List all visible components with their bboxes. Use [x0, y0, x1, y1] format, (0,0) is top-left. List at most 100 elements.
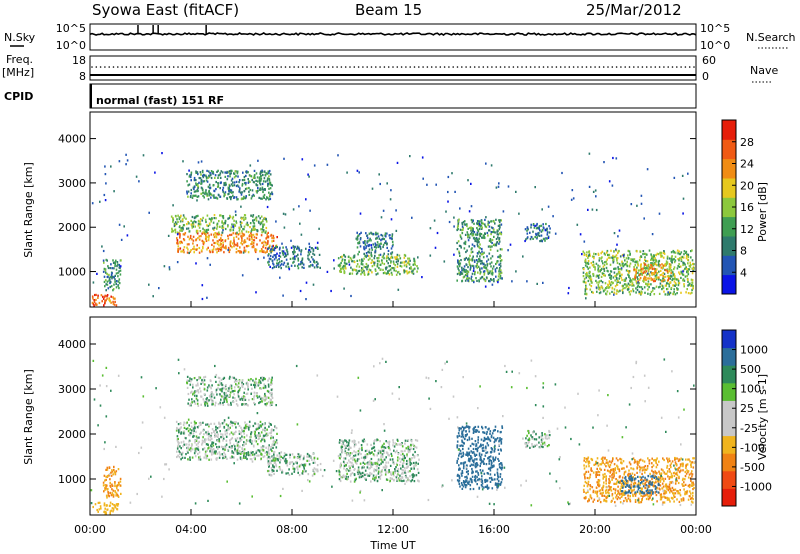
heatmap-cell-1 [109, 478, 111, 481]
heatmap-scatter [576, 223, 579, 226]
heatmap-cell-6 [360, 263, 363, 266]
heatmap-cell-10 [587, 267, 589, 270]
heatmap-cell-2 [236, 444, 239, 447]
heatmap-cell-10 [628, 270, 631, 273]
heatmap-cell-10 [690, 278, 693, 281]
heatmap-cell-8 [488, 225, 491, 228]
heatmap-cell-3 [209, 218, 212, 221]
heatmap-cell-2 [271, 250, 273, 253]
heatmap-cell-3 [216, 393, 218, 396]
heatmap-cell-5 [292, 252, 295, 256]
heatmap-cell-11 [646, 264, 649, 267]
heatmap-cell-10 [608, 273, 611, 276]
heatmap-cell-10 [589, 275, 592, 279]
heatmap-cell-2 [199, 423, 202, 426]
heatmap-cell-10 [588, 254, 590, 258]
heatmap-cell-5 [293, 250, 296, 253]
heatmap-cell-2 [222, 435, 224, 438]
heatmap-cell-10 [588, 253, 590, 256]
nsearch-tick-top: 10^5 [700, 22, 730, 35]
heatmap-cell-10 [602, 265, 605, 268]
heatmap-cell-5 [297, 267, 300, 270]
heatmap-cell-2 [205, 234, 207, 237]
heatmap-cell-8 [484, 279, 487, 283]
heatmap-cell-5 [356, 458, 359, 461]
nave-point [207, 66, 209, 68]
heatmap-cell-4 [249, 180, 251, 183]
heatmap-cell-2 [234, 423, 236, 426]
heatmap-cell-7 [367, 244, 369, 247]
heatmap-cell-10 [606, 262, 608, 266]
heatmap-cell-9 [530, 235, 533, 239]
heatmap-cell-2 [254, 433, 256, 436]
heatmap-cell-2 [245, 452, 248, 455]
heatmap-cell-9 [541, 240, 543, 243]
heatmap-cell-6 [399, 257, 402, 260]
heatmap-cell-2 [179, 233, 181, 236]
heatmap-cell-2 [192, 239, 195, 242]
heatmap-cell-4 [232, 181, 234, 184]
nave-point [95, 66, 98, 68]
heatmap-cell-3 [222, 401, 224, 405]
heatmap-cell-3 [224, 387, 227, 390]
heatmap-cell-3 [271, 382, 273, 385]
heatmap-cell-11 [662, 275, 664, 278]
heatmap-cell-11 [664, 263, 666, 266]
heatmap-cell-5 [392, 444, 394, 447]
heatmap-cell-8 [477, 241, 479, 244]
heatmap-cell-8 [494, 231, 496, 234]
heatmap-cell-0 [92, 505, 94, 509]
heatmap-cell-2 [261, 453, 263, 456]
heatmap-cell-4 [285, 459, 288, 463]
heatmap-cell-6 [340, 268, 342, 271]
nave-point [590, 66, 592, 68]
heatmap-scatter [168, 266, 171, 269]
heatmap-cell-2 [176, 450, 178, 453]
heatmap-scatter [421, 276, 423, 279]
heatmap-cell-2 [241, 238, 243, 241]
heatmap-scatter [242, 251, 245, 254]
heatmap-cell-1 [110, 474, 113, 477]
heatmap-cell-10 [605, 287, 607, 290]
heatmap-cell-5 [345, 446, 347, 449]
heatmap-cell-0 [105, 511, 107, 514]
heatmap-cell-4 [208, 174, 211, 177]
heatmap-cell-6 [386, 260, 388, 263]
heatmap-cell-2 [270, 429, 273, 432]
heatmap-scatter [305, 198, 307, 201]
heatmap-cell-0 [114, 300, 116, 303]
heatmap-cell-10 [606, 290, 609, 293]
heatmap-scatter [544, 229, 547, 232]
heatmap-cell-5 [397, 452, 400, 456]
heatmap-cell-5 [357, 469, 360, 472]
heatmap-cell-6 [373, 264, 376, 267]
heatmap-cell-5 [372, 462, 375, 465]
nave-point [254, 66, 257, 68]
heatmap-cell-11 [649, 266, 651, 269]
heatmap-cell-8 [498, 255, 500, 258]
heatmap-cell-5 [395, 462, 398, 465]
heatmap-cell-3 [190, 380, 192, 383]
heatmap-cell-2 [206, 454, 209, 457]
heatmap-cell-6 [382, 272, 385, 275]
heatmap-scatter [113, 190, 115, 193]
heatmap-cell-3 [223, 395, 225, 399]
heatmap-cell-10 [613, 271, 616, 274]
heatmap-cell-8 [467, 235, 469, 238]
heatmap-cell-4 [243, 179, 246, 182]
heatmap-cell-4 [306, 452, 309, 456]
heatmap-scatter [454, 190, 456, 193]
heatmap-cell-3 [270, 403, 273, 406]
heatmap-cell-6 [396, 263, 399, 266]
heatmap-cell-8 [472, 234, 474, 237]
heatmap-cell-9 [546, 233, 549, 236]
heatmap-cell-5 [345, 464, 347, 467]
heatmap-cell-0 [106, 504, 108, 507]
heatmap-scatter [687, 172, 689, 175]
heatmap-cell-4 [218, 194, 220, 197]
heatmap-cell-5 [283, 255, 286, 258]
heatmap-cell-10 [646, 253, 648, 256]
heatmap-scatter [447, 200, 449, 203]
heatmap-cell-11 [643, 263, 646, 266]
heatmap-scatter [312, 283, 315, 286]
